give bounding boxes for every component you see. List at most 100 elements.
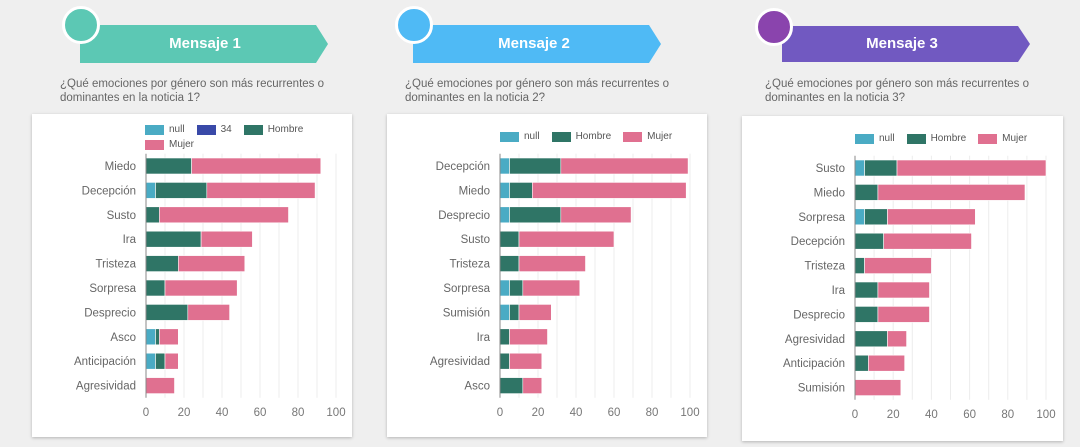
bar-segment-mujer[interactable]: [164, 279, 238, 297]
bar-segment-hombre[interactable]: [864, 208, 888, 226]
legend-item[interactable]: Hombre: [551, 129, 611, 144]
legend-item[interactable]: Mujer: [623, 129, 672, 144]
legend-label: Mujer: [647, 131, 673, 142]
bar-segment-mujer[interactable]: [864, 257, 932, 274]
bar-segment-mujer[interactable]: [877, 184, 1026, 201]
bar-segment-hombre[interactable]: [509, 279, 524, 297]
bar-segment-mujer[interactable]: [877, 306, 930, 323]
chart-card-3: Susto Miedo Sorpresa Decepción Tristeza Ira De…: [742, 116, 1063, 441]
x-tick-label: 100: [680, 407, 699, 419]
question-text: ¿Qué emociones por género son más recurr…: [765, 78, 1029, 104]
category-label: Tristeza: [96, 259, 137, 271]
banner-title: Mensaje 3: [866, 35, 938, 52]
category-label: Agresividad: [430, 356, 490, 368]
bar-segment-null[interactable]: [499, 182, 510, 199]
bar-segment-hombre[interactable]: [509, 206, 562, 224]
category-label: Miedo: [105, 161, 136, 173]
bar-segment-mujer[interactable]: [518, 255, 586, 272]
bar-segment-mujer[interactable]: [560, 206, 632, 224]
legend-item[interactable]: Mujer: [145, 137, 194, 152]
category-label: Anticipación: [783, 358, 845, 370]
legend-label: 34: [220, 124, 232, 135]
legend-item[interactable]: Hombre: [243, 122, 303, 137]
bar-segment-mujer[interactable]: [518, 304, 552, 321]
bar-segment-mujer[interactable]: [191, 157, 322, 175]
bar-segment-null[interactable]: [499, 206, 510, 224]
bar-segment-mujer[interactable]: [560, 157, 689, 175]
bar-segment-mujer[interactable]: [883, 232, 972, 250]
bar-chart-svg: Miedo Decepción Susto Ira Tristeza Sorpresa De…: [74, 153, 346, 419]
bubble-icon: [755, 8, 793, 46]
bar-segment-mujer[interactable]: [522, 279, 581, 297]
legend-swatch: [855, 133, 874, 144]
bar-segment-mujer[interactable]: [206, 182, 316, 199]
legend-swatch: [551, 131, 571, 142]
legend-item[interactable]: 34: [196, 122, 232, 137]
bar-segment-hombre[interactable]: [854, 257, 865, 274]
bar-segment-hombre[interactable]: [854, 306, 879, 323]
bar-segment-mujer[interactable]: [159, 328, 179, 346]
legend-swatch: [145, 124, 164, 135]
bar-segment-null[interactable]: [499, 304, 510, 321]
legend-swatch: [243, 124, 263, 135]
question-text: ¿Qué emociones por género son más recurr…: [405, 78, 669, 104]
legend-label: null: [524, 131, 540, 142]
bar-segment-mujer[interactable]: [164, 352, 179, 370]
bar-segment-hombre[interactable]: [509, 304, 520, 321]
bar-segment-hombre[interactable]: [499, 255, 520, 272]
banner-arrow-shape: [80, 25, 328, 63]
bar-segment-null[interactable]: [854, 208, 865, 226]
bar-segment-mujer[interactable]: [509, 352, 543, 370]
bar-segment-hombre[interactable]: [864, 159, 898, 177]
bar-segment-mujer[interactable]: [877, 281, 930, 299]
bar-segment-mujer[interactable]: [896, 159, 1047, 177]
legend-item[interactable]: Hombre: [906, 131, 966, 146]
bar-segment-null[interactable]: [854, 159, 865, 177]
category-label: Decepción: [791, 236, 845, 248]
bar-segment-mujer[interactable]: [518, 230, 615, 248]
category-label: Anticipación: [74, 356, 136, 368]
legend-swatch: [623, 131, 643, 142]
bar-segment-hombre[interactable]: [499, 377, 524, 394]
bar-segment-mujer[interactable]: [159, 206, 289, 224]
bar-segment-null[interactable]: [499, 157, 510, 175]
bar-segment-null[interactable]: [499, 279, 510, 297]
bar-segment-hombre[interactable]: [854, 281, 879, 299]
x-tick-label: 40: [216, 407, 229, 419]
category-label: Sumisión: [443, 307, 490, 319]
bar-segment-mujer[interactable]: [887, 208, 976, 226]
bar-segment-hombre[interactable]: [854, 184, 879, 201]
bar-segment-mujer[interactable]: [532, 182, 687, 199]
bar-segment-hombre[interactable]: [854, 232, 884, 250]
bar-segment-hombre[interactable]: [499, 230, 520, 248]
bar-segment-hombre[interactable]: [854, 354, 869, 372]
bar-segment-mujer[interactable]: [509, 328, 548, 346]
bar-segment-mujer[interactable]: [178, 255, 246, 272]
bar-segment-mujer[interactable]: [522, 377, 543, 394]
bar-segment-mujer[interactable]: [187, 304, 230, 321]
bar-segment-mujer[interactable]: [868, 354, 905, 372]
category-label: Sorpresa: [89, 283, 136, 295]
legend-item[interactable]: null: [500, 129, 540, 144]
bar-segment-hombre[interactable]: [509, 182, 533, 199]
bar-segment-mujer[interactable]: [887, 330, 907, 348]
x-tick-label: 0: [497, 407, 503, 419]
banner-mensaje-3: Mensaje 3: [782, 26, 1030, 64]
bar-segment-hombre[interactable]: [499, 328, 510, 346]
category-label: Agresividad: [76, 381, 136, 393]
bar-segment-mujer[interactable]: [200, 230, 253, 248]
bar-segment-hombre[interactable]: [854, 330, 888, 348]
legend-swatch: [196, 124, 216, 135]
bar-chart-svg: Decepción Miedo Desprecio Susto Tristeza Sorp…: [430, 153, 700, 419]
legend-item[interactable]: Mujer: [978, 131, 1027, 146]
bar-segment-hombre[interactable]: [499, 352, 510, 370]
bar-segment-mujer[interactable]: [854, 379, 902, 396]
legend-label: null: [879, 133, 895, 144]
x-tick-label: 0: [852, 409, 858, 421]
bar-segment-hombre[interactable]: [509, 157, 562, 175]
chart-legend: null Hombre Mujer: [500, 129, 700, 144]
chart-legend: null Hombre Mujer: [855, 131, 1055, 146]
chart-card-1: Miedo Decepción Susto Ira Tristeza Sorpresa De…: [32, 114, 352, 437]
legend-item[interactable]: null: [145, 122, 185, 137]
legend-item[interactable]: null: [855, 131, 895, 146]
